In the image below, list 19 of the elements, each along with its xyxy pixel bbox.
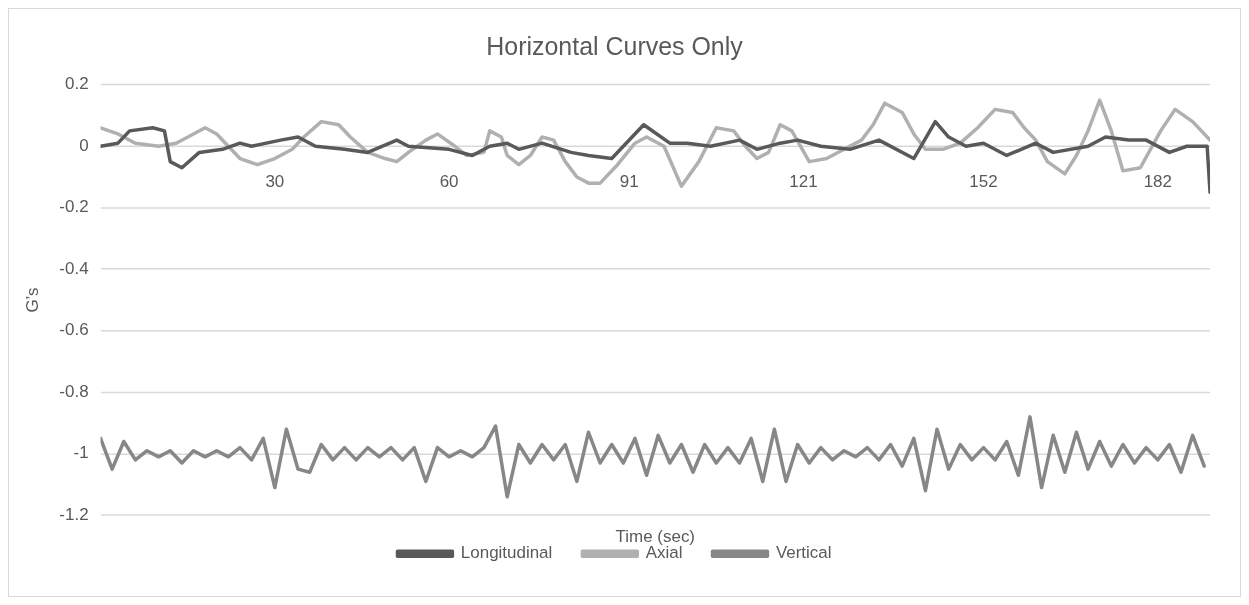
y-tick-label: -1.2 <box>59 504 89 524</box>
y-tick-label: -1 <box>73 443 89 463</box>
y-axis-title: G’s <box>22 287 42 313</box>
legend-label: Longitudinal <box>460 543 553 563</box>
y-tick-label: 0.2 <box>65 74 89 94</box>
x-tick-label: 152 <box>969 172 998 191</box>
y-tick-label: 0 <box>79 135 89 155</box>
x-tick-label: 30 <box>265 172 285 191</box>
x-tick-label: 182 <box>1143 172 1172 191</box>
x-tick-label: 60 <box>439 172 459 191</box>
y-tick-label: -0.8 <box>59 381 89 401</box>
x-tick-label: 121 <box>789 172 818 191</box>
legend-label: Vertical <box>775 543 832 563</box>
y-tick-label: -0.2 <box>59 197 89 217</box>
x-axis-title: Time (sec) <box>615 527 696 547</box>
y-tick-label: -0.4 <box>59 258 89 278</box>
y-tick-label: -0.6 <box>59 320 89 340</box>
chart-title: Horizontal Curves Only <box>486 31 744 60</box>
x-tick-label: 91 <box>619 172 639 191</box>
